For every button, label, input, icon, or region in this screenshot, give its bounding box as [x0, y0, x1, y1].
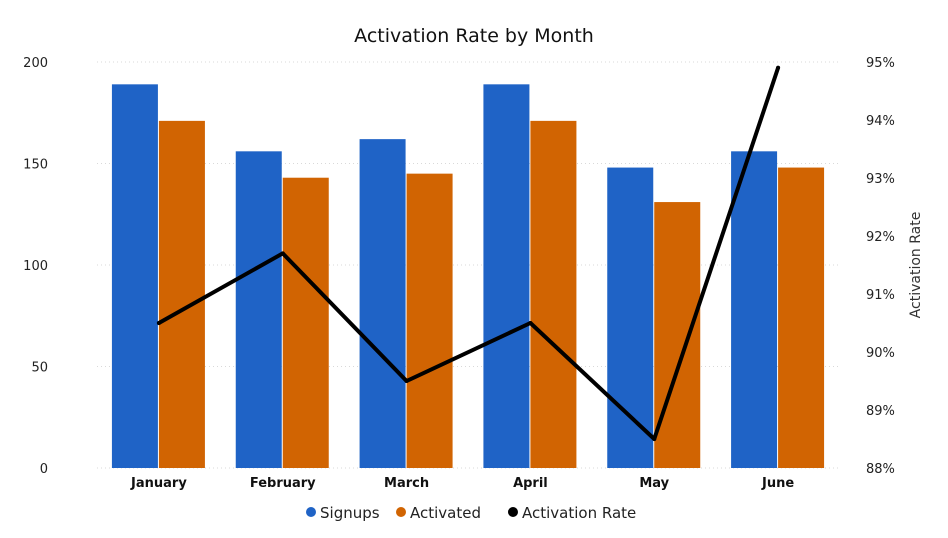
bar-signups-june [731, 151, 778, 468]
legend-label: Activated [410, 504, 481, 522]
legend-marker [508, 507, 518, 517]
y2-axis-ticks: 88% 89% 90% 91% 92% 93% 94% 95% [866, 56, 895, 477]
bar-signups-february [235, 151, 282, 468]
x-tick-label: June [761, 476, 794, 491]
bar-activated-april [530, 120, 577, 469]
y-tick-label: 150 [23, 158, 48, 173]
bar-activated-may [654, 202, 701, 468]
y-tick-label: 0 [40, 462, 48, 477]
y-tick-label: 50 [31, 361, 48, 376]
y2-tick-label: 91% [866, 288, 895, 303]
line-point [776, 65, 781, 70]
x-tick-label: April [513, 476, 548, 491]
line-activation-rate [156, 65, 781, 441]
y2-axis-title: Activation Rate [908, 212, 924, 319]
x-tick-label: January [130, 476, 187, 491]
y2-tick-label: 93% [866, 172, 895, 187]
legend-label: Activation Rate [522, 504, 636, 522]
bar-activated-june [778, 167, 825, 468]
bar-signups-march [359, 139, 406, 468]
x-axis-labels: January February March April May June [130, 476, 794, 491]
y2-tick-label: 88% [866, 462, 895, 477]
y2-tick-label: 90% [866, 346, 895, 361]
bar-activated-march [406, 173, 453, 468]
y-tick-label: 100 [23, 259, 48, 274]
x-tick-label: March [384, 476, 429, 491]
y2-tick-label: 89% [866, 404, 895, 419]
y-axis-ticks: 0 50 100 150 200 [23, 56, 48, 477]
x-tick-label: February [250, 476, 316, 491]
y2-tick-label: 92% [866, 230, 895, 245]
legend: Signups Activated Activation Rate [306, 504, 636, 522]
legend-label: Signups [320, 504, 380, 522]
bar-signups-april [483, 84, 530, 468]
bar-signups-may [607, 167, 654, 468]
bar-signups-january [111, 84, 158, 468]
bar-activated-january [158, 120, 205, 469]
bar-activated-february [282, 177, 329, 468]
y2-tick-label: 94% [866, 114, 895, 129]
bar-series [111, 84, 825, 469]
line-point [280, 251, 285, 256]
y2-tick-label: 95% [866, 56, 895, 71]
line-series [156, 65, 781, 441]
line-point [652, 437, 657, 441]
gridlines [97, 61, 840, 469]
chart-title: Activation Rate by Month [354, 25, 594, 47]
legend-marker [306, 507, 316, 517]
line-point [404, 379, 409, 383]
line-point [528, 321, 533, 325]
legend-marker [396, 507, 406, 517]
x-tick-label: May [639, 476, 669, 491]
y-tick-label: 200 [23, 56, 48, 71]
line-point [156, 321, 161, 325]
